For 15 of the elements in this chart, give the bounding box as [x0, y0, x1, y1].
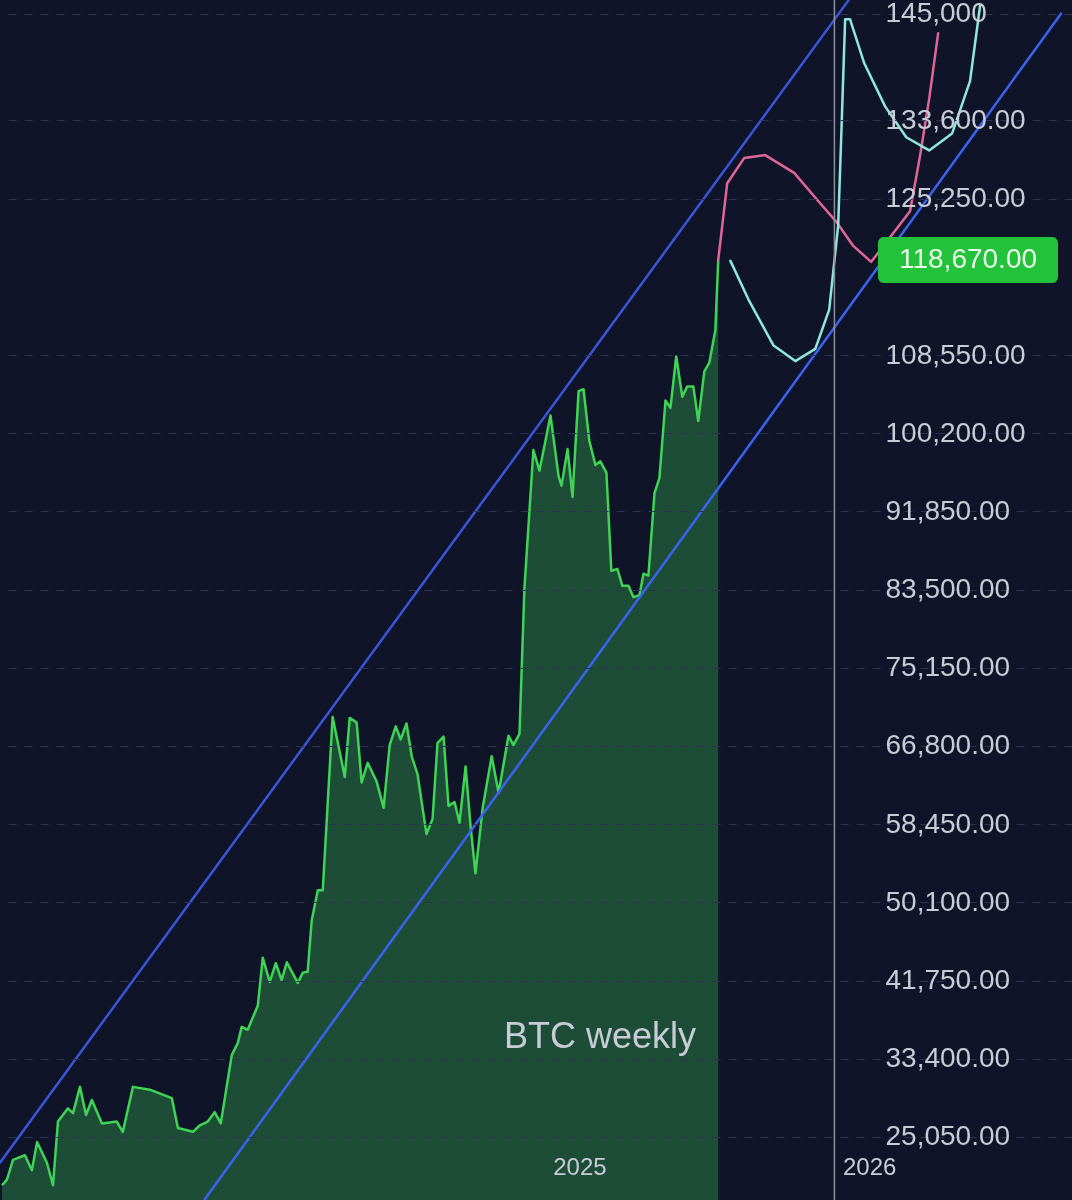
y-tick-label: 33,400.00	[885, 1042, 1011, 1074]
annotation: 118,670.00	[898, 242, 1038, 274]
annotation: BTC weekly	[503, 1015, 697, 1056]
x-tick-label: 2026	[842, 1152, 897, 1180]
y-tick-label: 75,150.00	[885, 651, 1011, 683]
y-tick-label: 108,550.00	[885, 338, 1026, 370]
y-tick-label: 50,100.00	[885, 885, 1011, 917]
y-tick-label: 58,450.00	[885, 807, 1011, 839]
x-tick-label: 2025	[553, 1152, 607, 1180]
y-tick-label: 83,500.00	[885, 573, 1011, 605]
y-tick-label: 91,850.00	[885, 494, 1011, 526]
y-tick-label: 41,750.00	[885, 964, 1011, 996]
y-tick-label: 100,200.00	[885, 416, 1026, 448]
y-tick-label: 25,050.00	[885, 1120, 1011, 1152]
y-tick-label: 66,800.00	[885, 729, 1011, 761]
